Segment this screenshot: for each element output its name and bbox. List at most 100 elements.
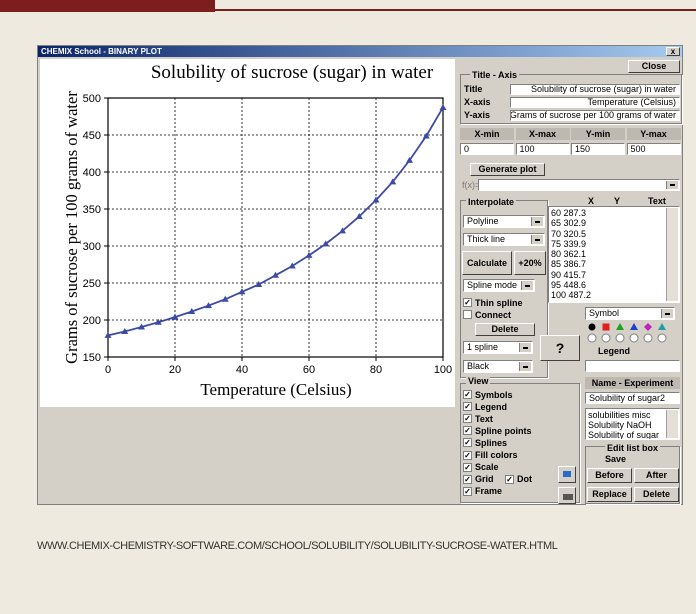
x-axis-label: Temperature (Celsius) — [200, 380, 351, 399]
spline-mode-select[interactable]: Spline mode — [463, 279, 535, 292]
edit-button[interactable]: After — [634, 468, 679, 483]
checkbox[interactable]: ✓ — [463, 487, 472, 496]
symbol-select[interactable]: Symbol — [585, 307, 675, 320]
list-item[interactable]: 80 362.1 — [551, 249, 665, 259]
print-icon-button[interactable] — [558, 487, 576, 504]
palette-radio — [644, 334, 652, 342]
plot-title: Solubility of sucrose (sugar) in water — [151, 62, 434, 83]
plus-button[interactable]: +20% — [514, 251, 546, 275]
checkbox[interactable]: ✓ — [463, 451, 472, 460]
checkbox-label: Connect — [475, 310, 511, 320]
x-tick-label: 60 — [303, 364, 315, 376]
list-header: X — [588, 196, 594, 206]
range-input[interactable]: 0 — [460, 143, 514, 155]
checkbox[interactable]: ✓ — [463, 402, 472, 411]
data-list: 60 287.365 302.970 320.575 339.980 362.1… — [548, 206, 680, 303]
palette-symbol — [616, 323, 624, 330]
checkbox[interactable]: ✓ — [463, 390, 472, 399]
copy-icon-button[interactable] — [558, 466, 576, 483]
checkbox-label: Spline points — [475, 426, 532, 436]
palette-radio — [658, 334, 666, 342]
view-option[interactable]: ✓Grid — [463, 474, 494, 485]
edit-button[interactable]: Before — [587, 468, 632, 483]
generate-button[interactable]: Generate plot — [470, 163, 545, 176]
fx-select[interactable] — [478, 179, 680, 191]
list-header: Y — [614, 196, 620, 206]
name-input[interactable]: Solubility of sugar2 — [585, 392, 680, 404]
list-item[interactable]: 90 415.7 — [551, 270, 665, 280]
section-heading: Edit list box — [605, 443, 660, 453]
list-item[interactable]: Solubility of sugar — [588, 430, 665, 440]
list-item[interactable]: Solubility NaOH — [588, 420, 665, 430]
palette-symbol — [630, 323, 638, 330]
checkbox-label: Scale — [475, 462, 499, 472]
view-option[interactable]: ✓Symbols — [463, 389, 513, 400]
checkbox[interactable]: ✓ — [463, 426, 472, 435]
checkbox-label: Grid — [475, 474, 494, 484]
checkbox[interactable]: ✓ — [463, 475, 472, 484]
list-item[interactable]: 75 339.9 — [551, 239, 665, 249]
range-input[interactable]: 150 — [571, 143, 625, 155]
checkbox-label: Thin spline — [475, 298, 523, 308]
x-tick-label: 40 — [236, 364, 248, 376]
range-input[interactable]: 100 — [516, 143, 570, 155]
view-option[interactable]: ✓Text — [463, 413, 493, 424]
checkbox[interactable] — [463, 310, 472, 319]
y-tick-label: 250 — [83, 278, 101, 290]
page: {"window":{"title":"CHEMIX School - BINA… — [0, 0, 696, 614]
plot-frame — [108, 98, 443, 357]
checkbox[interactable]: ✓ — [463, 438, 472, 447]
view-option[interactable]: ✓Spline points — [463, 425, 532, 436]
field-label: Y-axis — [464, 110, 504, 121]
section-heading: Title - Axis — [470, 70, 519, 81]
range-header: Y-min — [571, 128, 625, 140]
field-label: X-axis — [464, 97, 504, 108]
list-item[interactable]: 85 386.7 — [551, 259, 665, 269]
y-tick-label: 150 — [83, 352, 101, 364]
checkbox[interactable]: ✓ — [463, 463, 472, 472]
spline-select[interactable]: 1 spline — [463, 341, 533, 354]
checkbox[interactable]: ✓ — [505, 475, 514, 484]
legend-input[interactable] — [585, 360, 680, 372]
checkbox[interactable]: ✓ — [463, 298, 472, 307]
line-style-select[interactable]: Polyline — [463, 215, 545, 228]
delete-button[interactable]: Delete — [475, 323, 535, 336]
view-option[interactable]: ✓Splines — [463, 437, 507, 448]
list-item[interactable]: 65 302.9 — [551, 218, 665, 228]
color-select[interactable]: Black — [463, 360, 533, 373]
field-input[interactable]: Grams of sucrose per 100 grams of water — [510, 110, 680, 121]
field-input[interactable]: Solubility of sucrose (sugar) in water — [510, 84, 680, 95]
list-item[interactable]: 100 487.2 — [551, 290, 665, 300]
view-option[interactable]: ✓Fill colors — [463, 450, 518, 461]
edit-button[interactable]: Delete — [634, 487, 679, 502]
thin-spline-check[interactable]: ✓Thin spline — [463, 297, 523, 308]
range-header: Y-max — [627, 128, 681, 140]
list-item[interactable]: 70 320.5 — [551, 229, 665, 239]
view-option[interactable]: ✓Dot — [505, 474, 532, 485]
close-button[interactable]: Close — [628, 60, 680, 73]
view-option[interactable]: ✓Frame — [463, 486, 502, 497]
help-button[interactable]: ? — [540, 335, 580, 361]
view-option[interactable]: ✓Legend — [463, 401, 507, 412]
list-item[interactable]: 95 448.6 — [551, 280, 665, 290]
connect-check[interactable]: Connect — [463, 309, 511, 320]
calculate-button[interactable]: Calculate — [462, 251, 512, 275]
y-tick-label: 500 — [83, 93, 101, 105]
section-heading: Name - Experiment — [585, 377, 680, 389]
view-option[interactable]: ✓Scale — [463, 462, 499, 473]
palette-symbol — [589, 324, 596, 331]
range-input[interactable]: 500 — [627, 143, 681, 155]
checkbox-label: Frame — [475, 486, 502, 496]
palette-symbol — [603, 324, 610, 331]
line-width-select[interactable]: Thick line — [463, 233, 545, 246]
y-tick-label: 200 — [83, 315, 101, 327]
checkbox-label: Symbols — [475, 390, 513, 400]
list-item[interactable]: solubilities misc — [588, 410, 665, 420]
edit-button[interactable]: Replace — [587, 487, 632, 502]
palette-radio — [630, 334, 638, 342]
list-item[interactable]: 60 287.3 — [551, 208, 665, 218]
checkbox[interactable]: ✓ — [463, 414, 472, 423]
y-tick-label: 300 — [83, 241, 101, 253]
field-input[interactable]: Temperature (Celsius) — [510, 97, 680, 108]
legend-label: Legend — [598, 346, 630, 357]
